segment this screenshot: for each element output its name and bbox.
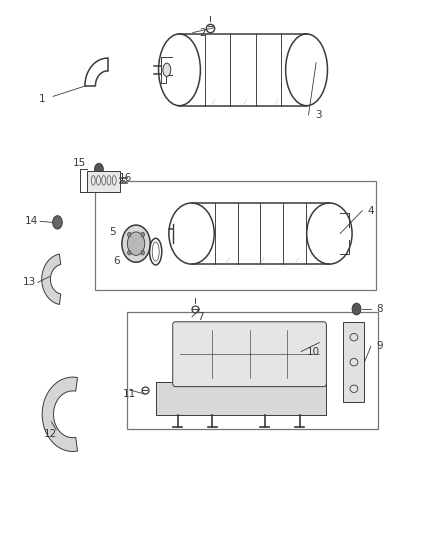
- Text: 1: 1: [39, 94, 46, 104]
- Text: 15: 15: [73, 158, 86, 168]
- Ellipse shape: [127, 232, 145, 255]
- Bar: [95, 181, 376, 290]
- Bar: [127, 312, 378, 429]
- Text: 11: 11: [123, 389, 136, 399]
- Ellipse shape: [122, 225, 150, 262]
- Text: 2: 2: [199, 28, 206, 38]
- Ellipse shape: [352, 303, 361, 315]
- Ellipse shape: [53, 216, 62, 229]
- Bar: [191, 203, 329, 264]
- Ellipse shape: [152, 242, 159, 261]
- FancyBboxPatch shape: [173, 322, 326, 386]
- Text: 8: 8: [376, 304, 383, 314]
- Ellipse shape: [127, 232, 131, 237]
- Text: 14: 14: [25, 216, 38, 227]
- Ellipse shape: [141, 232, 145, 237]
- Text: 10: 10: [306, 346, 319, 357]
- Text: 7: 7: [197, 312, 204, 322]
- Text: 6: 6: [113, 256, 120, 266]
- Polygon shape: [42, 377, 78, 451]
- Bar: [87, 171, 120, 192]
- Ellipse shape: [141, 251, 145, 255]
- Text: 9: 9: [376, 341, 383, 351]
- Bar: [343, 322, 364, 402]
- Text: 12: 12: [44, 429, 57, 439]
- Polygon shape: [42, 254, 61, 304]
- Bar: [155, 382, 326, 415]
- Ellipse shape: [163, 63, 171, 76]
- Text: 4: 4: [367, 206, 374, 216]
- Text: 5: 5: [109, 227, 115, 237]
- Bar: [180, 34, 307, 106]
- Text: 3: 3: [315, 110, 321, 120]
- Text: 13: 13: [22, 278, 35, 287]
- Ellipse shape: [127, 251, 131, 255]
- Ellipse shape: [95, 164, 103, 175]
- Text: 16: 16: [119, 173, 132, 183]
